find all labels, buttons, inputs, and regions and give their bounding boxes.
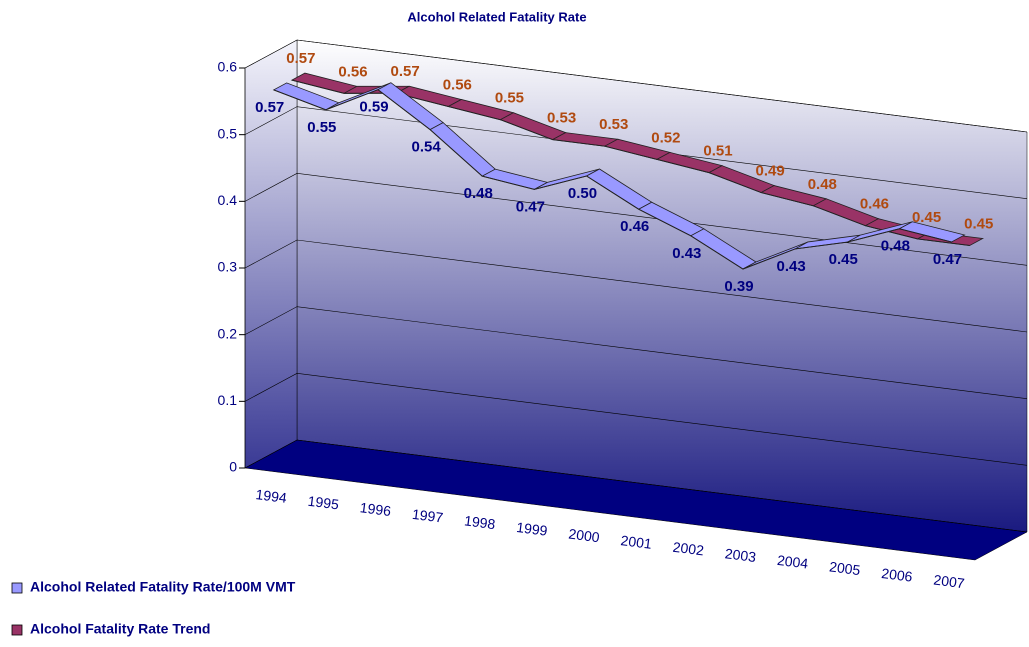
data-label: 0.57 [286, 50, 315, 67]
y-tick-label: 0.1 [218, 392, 238, 408]
data-label: 0.51 [703, 143, 732, 160]
series-line [273, 89, 952, 270]
x-tick-label: 2006 [880, 565, 913, 585]
data-label: 0.48 [881, 238, 910, 255]
data-label: 0.56 [338, 63, 367, 80]
y-tick-label: 0 [229, 459, 237, 475]
grid-line [244, 106, 1028, 199]
y-tick-label: 0.6 [218, 59, 238, 75]
data-label: 0.52 [651, 129, 680, 146]
data-label: 0.39 [724, 278, 753, 295]
x-tick-label: 2005 [828, 558, 861, 578]
data-label: 0.46 [620, 218, 649, 235]
y-tick-label: 0.3 [218, 259, 238, 275]
data-label: 0.43 [776, 258, 805, 275]
chart-title: Alcohol Related Fatality Rate [407, 9, 586, 24]
data-label: 0.57 [391, 63, 420, 80]
data-label: 0.55 [495, 90, 524, 107]
data-label: 0.49 [756, 163, 785, 180]
x-tick-label: 1998 [463, 512, 496, 532]
legend-swatch [11, 582, 23, 594]
data-label: 0.55 [307, 119, 336, 136]
x-tick-label: 1995 [307, 493, 340, 513]
grid-line [244, 173, 1028, 266]
data-label: 0.56 [443, 76, 472, 93]
data-label: 0.43 [672, 245, 701, 262]
data-label: 0.47 [516, 198, 545, 215]
x-tick-label: 2000 [568, 526, 601, 546]
data-label: 0.45 [912, 209, 941, 226]
data-label: 0.57 [255, 99, 284, 116]
y-tick-label: 0.5 [218, 125, 238, 141]
grid-line [244, 373, 1028, 466]
data-label: 0.54 [411, 139, 441, 156]
data-label: 0.48 [464, 185, 493, 202]
y-tick-label: 0.4 [218, 192, 238, 208]
grid-line [244, 39, 1028, 133]
x-tick-label: 2004 [776, 552, 809, 572]
y-tick-label: 0.2 [218, 325, 238, 341]
x-tick-label: 1999 [515, 519, 548, 539]
x-tick-label: 2001 [620, 532, 653, 552]
data-label: 0.50 [568, 185, 597, 202]
grid-line [244, 306, 1028, 399]
x-tick-label: 2003 [724, 545, 757, 565]
data-label: 0.46 [860, 196, 889, 213]
grid-line [244, 239, 1028, 333]
grid-line [244, 439, 1028, 533]
data-label: 0.48 [808, 176, 837, 193]
data-label: 0.45 [964, 215, 993, 232]
data-label: 0.53 [547, 110, 576, 127]
data-label: 0.45 [829, 251, 858, 268]
x-tick-label: 1996 [359, 499, 392, 519]
legend-swatch [11, 624, 23, 636]
x-tick-label: 2007 [933, 572, 966, 592]
x-tick-label: 1997 [411, 506, 444, 526]
legend-label: Alcohol Fatality Rate Trend [30, 621, 210, 637]
data-label: 0.47 [933, 251, 962, 268]
x-tick-label: 2002 [672, 539, 705, 559]
data-label: 0.59 [359, 99, 388, 116]
legend-label: Alcohol Related Fatality Rate/100M VMT [30, 579, 296, 595]
x-tick-label: 1994 [255, 486, 288, 506]
data-label: 0.53 [599, 116, 628, 133]
